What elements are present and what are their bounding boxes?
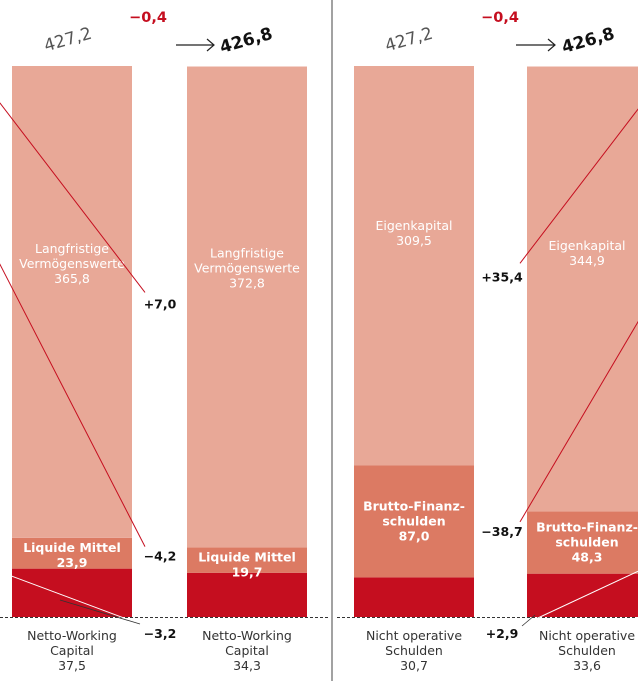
total-to: 426,8 [560,24,617,58]
arrow-head-icon [206,38,215,52]
segment-label: Eigenkapital [375,218,452,233]
total-change: −0,4 [129,10,167,26]
segment-value: 48,3 [572,550,603,565]
delta-value: −3,2 [144,626,177,641]
bar-segment [527,66,638,512]
arrow-head-icon [547,38,556,52]
segment-value: 309,5 [396,233,432,248]
delta-value: +7,0 [144,296,177,311]
segment-label: Vermögenswerte [19,256,125,271]
connector-line [521,614,536,627]
bar-caption: Capital [50,643,94,658]
bar-caption: Netto-Working [27,628,117,643]
bar-caption: Capital [225,643,269,658]
segment-value: 87,0 [399,528,430,543]
bar-segment [12,568,132,617]
segment-label: Langfristige [35,241,109,256]
bar-caption: 37,5 [58,658,86,673]
segment-value: 344,9 [569,253,605,268]
segment-label: Eigenkapital [548,238,625,253]
bar-caption: Nicht operative [539,628,635,643]
bar-segment [354,465,474,578]
total-from: 427,2 [383,24,435,57]
bar-segment [354,66,474,466]
segment-label: Langfristige [210,245,284,260]
segment-value: 372,8 [229,275,265,290]
connector-line [519,320,638,523]
segment-value: 365,8 [54,271,90,286]
segment-label: Vermögenswerte [194,260,300,275]
bar-segment [187,66,307,548]
bar-caption: Netto-Working [202,628,292,643]
total-change: −0,4 [481,10,519,26]
connector-line [0,102,146,293]
bar-caption: Schulden [558,643,616,658]
bar-segment [527,511,638,574]
segment-label: Brutto-Finanz- [536,520,638,535]
connector-line [59,599,141,625]
bar-caption: 30,7 [400,658,428,673]
segment-label: Brutto-Finanz- [363,498,465,513]
total-to: 426,8 [218,24,275,58]
bar-caption: Schulden [385,643,443,658]
bar-segment [527,573,638,617]
bar-segment [12,537,132,569]
bar-caption: 34,3 [233,658,261,673]
segment-value: 19,7 [232,564,263,579]
segment-value: 23,9 [57,555,88,570]
bar-segment [187,572,307,617]
bar-caption: 33,6 [573,658,601,673]
connector-line [519,108,638,264]
delta-value: +35,4 [481,269,523,284]
segment-label: schulden [555,535,618,550]
segment-label: schulden [382,513,445,528]
bar-segment [354,577,474,617]
connector-line [524,570,638,625]
connector-line [0,263,146,547]
connector-line [0,571,141,625]
segment-label: Liquide Mittel [198,549,296,564]
total-from: 427,2 [42,24,94,57]
delta-value: −4,2 [144,549,177,564]
bar-segment [12,66,132,538]
segment-label: Liquide Mittel [23,540,121,555]
delta-value: −38,7 [481,524,522,539]
bar-segment [187,547,307,573]
delta-value: +2,9 [486,626,519,641]
bar-caption: Nicht operative [366,628,462,643]
